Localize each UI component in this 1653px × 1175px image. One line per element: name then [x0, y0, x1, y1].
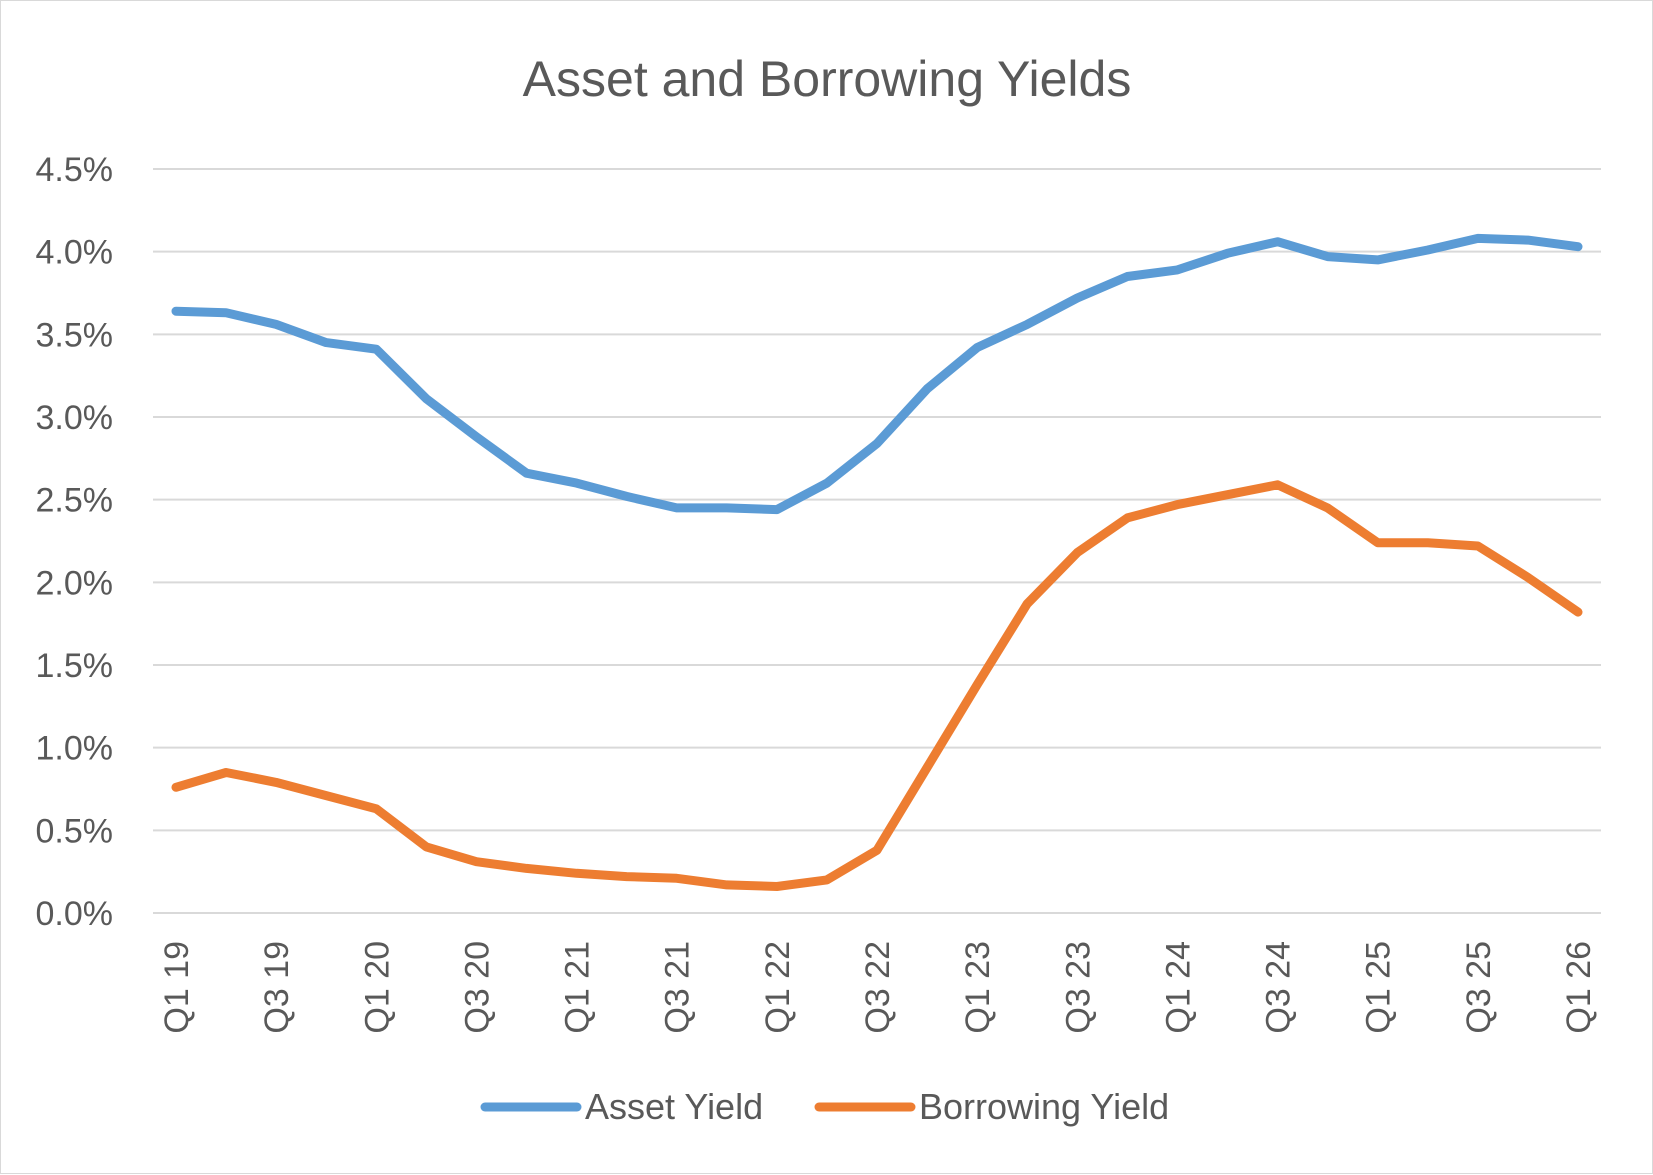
- gridlines: [153, 168, 1601, 914]
- series-line-asset-yield: [171, 233, 1583, 515]
- legend-label-asset-yield: Asset Yield: [585, 1086, 763, 1127]
- x-tick-label: Q3 20: [458, 941, 496, 1034]
- x-tick-label: Q3 25: [1460, 941, 1498, 1034]
- y-axis-ticks: 0.0% 0.5% 1.0% 1.5% 2.0% 2.5% 3.0% 3.5% 4.0% 4.5%: [36, 151, 114, 933]
- y-tick-label: 2.5%: [36, 482, 114, 520]
- legend-label-borrowing-yield: Borrowing Yield: [919, 1086, 1169, 1127]
- y-tick-label: 0.5%: [36, 812, 114, 850]
- x-axis-ticks: Q1 19 Q3 19 Q1 20 Q3 20 Q1 21 Q3 21 Q1 22 Q3 22…: [158, 941, 1598, 1034]
- x-tick-label: Q1 19: [158, 941, 196, 1034]
- y-tick-label: 3.5%: [36, 316, 114, 354]
- x-tick-label: Q1 23: [959, 941, 997, 1034]
- x-tick-label: Q1 26: [1560, 941, 1598, 1034]
- y-tick-label: 2.0%: [36, 564, 114, 602]
- x-tick-label: Q3 23: [1059, 941, 1097, 1034]
- y-tick-label: 0.0%: [36, 895, 114, 933]
- x-tick-label: Q1 25: [1360, 941, 1398, 1034]
- x-tick-label: Q3 24: [1260, 941, 1298, 1034]
- x-tick-label: Q3 21: [659, 941, 697, 1034]
- series-lines: [171, 233, 1583, 891]
- series-line-borrowing-yield: [171, 480, 1583, 891]
- legend: Asset Yield Borrowing Yield: [480, 1086, 1169, 1127]
- y-tick-label: 3.0%: [36, 399, 114, 437]
- y-tick-label: 4.0%: [36, 234, 114, 272]
- y-tick-label: 1.5%: [36, 647, 114, 685]
- x-tick-label: Q1 22: [759, 941, 797, 1034]
- x-tick-label: Q3 19: [258, 941, 296, 1034]
- x-tick-label: Q1 21: [559, 941, 597, 1034]
- y-tick-label: 4.5%: [36, 151, 114, 189]
- chart-title: Asset and Borrowing Yields: [523, 51, 1132, 107]
- y-tick-label: 1.0%: [36, 730, 114, 768]
- x-tick-label: Q1 20: [358, 941, 396, 1034]
- x-tick-label: Q1 24: [1159, 941, 1197, 1034]
- x-tick-label: Q3 22: [859, 941, 897, 1034]
